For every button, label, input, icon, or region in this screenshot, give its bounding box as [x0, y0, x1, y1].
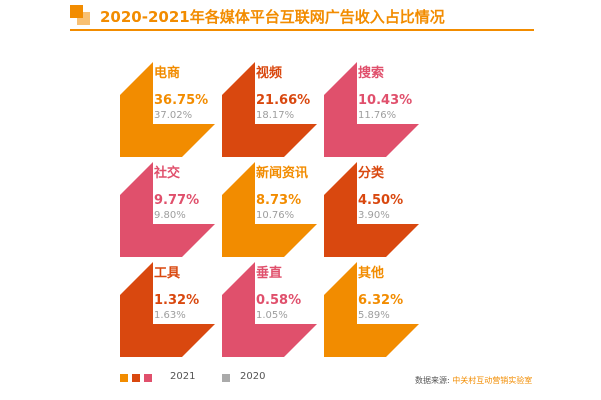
value-2021-label: 4.50%: [358, 193, 404, 208]
value-2020-label: 3.90%: [358, 210, 390, 221]
value-2021-label: 36.75%: [154, 93, 209, 108]
category-name: 分类: [358, 166, 385, 181]
tile-chevron-shape: [120, 162, 215, 257]
source-name: 中关村互动营销实验室: [452, 376, 533, 385]
value-2021-label: 1.32%: [154, 293, 200, 308]
value-2021-label: 21.66%: [256, 93, 311, 108]
data-source: 数据来源: 中关村互动营销实验室: [415, 375, 532, 386]
category-tile: 视频 21.66% 18.17%: [222, 62, 322, 158]
tile-chevron-shape: [324, 262, 419, 357]
tile-chevron-polygon: [222, 162, 317, 257]
value-2021-label: 6.32%: [358, 293, 404, 308]
chart-header: 2020-2021年各媒体平台互联网广告收入占比情况: [0, 0, 601, 40]
value-2020-label: 5.89%: [358, 310, 390, 321]
value-2021-label: 0.58%: [256, 293, 302, 308]
source-label: 数据来源:: [415, 376, 450, 385]
value-2020-label: 37.02%: [154, 110, 193, 121]
tile-chevron-shape: [324, 62, 419, 157]
category-name: 电商: [154, 66, 181, 81]
category-tile: 社交 9.77% 9.80%: [120, 162, 220, 258]
tile-chevron-shape: [120, 62, 215, 157]
category-tile: 电商 36.75% 37.02%: [120, 62, 220, 158]
category-tile: 垂直 0.58% 1.05%: [222, 262, 322, 358]
tile-chevron-shape: [222, 62, 317, 157]
category-tile: 分类 4.50% 3.90%: [324, 162, 424, 258]
tile-chevron-polygon: [222, 262, 317, 357]
tile-chevron-shape: [120, 262, 215, 357]
value-2021-label: 8.73%: [256, 193, 302, 208]
category-tile: 其他 6.32% 5.89%: [324, 262, 424, 358]
title-underline: [70, 29, 534, 31]
category-name: 工具: [154, 266, 181, 281]
tile-chevron-shape: [222, 162, 317, 257]
value-2021-label: 9.77%: [154, 193, 200, 208]
tile-chevron-shape: [324, 162, 419, 257]
category-name: 社交: [154, 166, 181, 181]
chart-title: 2020-2021年各媒体平台互联网广告收入占比情况: [100, 8, 445, 26]
category-tile: 搜索 10.43% 11.76%: [324, 62, 424, 158]
category-name: 垂直: [256, 266, 283, 281]
category-name: 搜索: [358, 66, 385, 81]
value-2020-label: 10.76%: [256, 210, 295, 221]
tile-chevron-polygon: [324, 162, 419, 257]
value-2020-label: 9.80%: [154, 210, 186, 221]
tile-chevron-polygon: [324, 62, 419, 157]
category-name: 视频: [256, 66, 283, 81]
value-2020-label: 1.63%: [154, 310, 186, 321]
tile-chevron-polygon: [120, 62, 215, 157]
value-2020-label: 11.76%: [358, 110, 397, 121]
tile-chevron-polygon: [120, 262, 215, 357]
value-2020-label: 18.17%: [256, 110, 295, 121]
category-name: 新闻资讯: [256, 166, 309, 181]
tile-chevron-polygon: [324, 262, 419, 357]
value-2021-label: 10.43%: [358, 93, 413, 108]
tile-chevron-polygon: [120, 162, 215, 257]
category-tile: 工具 1.32% 1.63%: [120, 262, 220, 358]
value-2020-label: 1.05%: [256, 310, 288, 321]
category-tile: 新闻资讯 8.73% 10.76%: [222, 162, 322, 258]
tile-chevron-shape: [222, 262, 317, 357]
tile-chevron-polygon: [222, 62, 317, 157]
category-name: 其他: [358, 266, 385, 281]
title-square-icon: [70, 5, 92, 27]
